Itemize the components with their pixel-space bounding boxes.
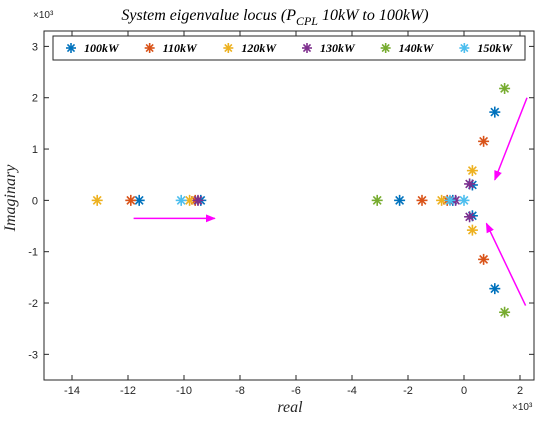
y-axis-ticks: 3 2 1 0 -1 -2 -3 (28, 41, 534, 361)
trend-arrow (494, 97, 528, 181)
eigenvalue-point-110kW (478, 253, 490, 265)
x-tick-label: 0 (461, 385, 467, 397)
legend-marker (144, 43, 155, 53)
title-rest: 10kW to 100kW) (318, 7, 429, 24)
legend-marker (302, 43, 312, 53)
eigenvalue-point-120kW (466, 224, 478, 236)
eigenvalue-point-120kW (466, 165, 478, 177)
x-tick-label: -12 (120, 385, 136, 397)
legend-label: 150kW (477, 41, 513, 55)
legend-marker (66, 43, 76, 53)
legend-label: 120kW (241, 41, 277, 55)
svg-text:System eigenvalue locus (PCPL: System eigenvalue locus (PCPL 10kW to 10… (121, 7, 428, 28)
legend-marker (459, 43, 470, 53)
plot-frame (43, 30, 535, 381)
x-axis-ticks: -14 -12 -10 -8 -6 -4 -2 0 2 (64, 31, 523, 397)
eigenvalue-point-150kW (444, 194, 456, 206)
eigenvalue-point-100kW (489, 283, 501, 295)
x-tick-label: -6 (291, 385, 301, 397)
title-subscript: CPL (296, 14, 318, 28)
trend-arrow (485, 222, 527, 306)
legend-label: 130kW (320, 41, 356, 55)
eigenvalue-point-110kW (478, 135, 490, 147)
legend-label: 140kW (399, 41, 435, 55)
legend-marker (380, 43, 391, 53)
eigenvalue-point-140kW (371, 194, 383, 206)
y-tick-label: 1 (32, 144, 38, 156)
eigenvalue-point-150kW (175, 194, 187, 206)
eigenvalue-point-130kW (192, 194, 204, 206)
legend: 100kW 110kW 120kW 130kW 140kW 150kW (52, 35, 526, 61)
x-tick-label: -8 (235, 385, 245, 397)
eigenvalue-point-140kW (499, 82, 511, 94)
eigenvalue-point-110kW (125, 194, 137, 206)
title-main: System eigenvalue locus (P (121, 7, 296, 24)
y-tick-label: 2 (32, 93, 38, 105)
x-tick-label: -14 (64, 385, 80, 397)
x-tick-label: 2 (517, 385, 523, 397)
x-exponent-label: ×10³ (512, 402, 533, 413)
y-tick-label: -2 (28, 298, 38, 310)
x-tick-label: -4 (347, 385, 357, 397)
chart-title: System eigenvalue locus (PCPL 10kW to 10… (121, 7, 428, 28)
y-axis-label: Imaginary (2, 164, 19, 233)
eigenvalue-point-100kW (489, 106, 501, 118)
legend-label: 100kW (84, 41, 120, 55)
y-exponent-label: ×10³ (33, 10, 54, 21)
eigenvalue-point-130kW (464, 178, 476, 190)
x-tick-label: -10 (176, 385, 192, 397)
eigenvalue-point-100kW (394, 194, 406, 206)
plot-area (43, 30, 535, 381)
legend-box (52, 35, 526, 61)
y-tick-label: 0 (32, 195, 38, 207)
eigenvalue-markers (91, 82, 511, 318)
eigenvalue-point-140kW (499, 306, 511, 318)
y-tick-label: 3 (32, 41, 38, 53)
legend-marker (223, 43, 234, 53)
eigenvalue-point-150kW (458, 194, 470, 206)
y-tick-label: -1 (28, 247, 38, 259)
x-tick-label: -2 (403, 385, 413, 397)
y-tick-label: -3 (28, 349, 38, 361)
x-axis-label: real (277, 399, 303, 416)
legend-label: 110kW (163, 41, 198, 55)
eigenvalue-point-120kW (91, 194, 103, 206)
trend-arrows (133, 97, 528, 306)
eigenvalue-point-130kW (464, 211, 476, 223)
eigenvalue-point-110kW (416, 194, 428, 206)
